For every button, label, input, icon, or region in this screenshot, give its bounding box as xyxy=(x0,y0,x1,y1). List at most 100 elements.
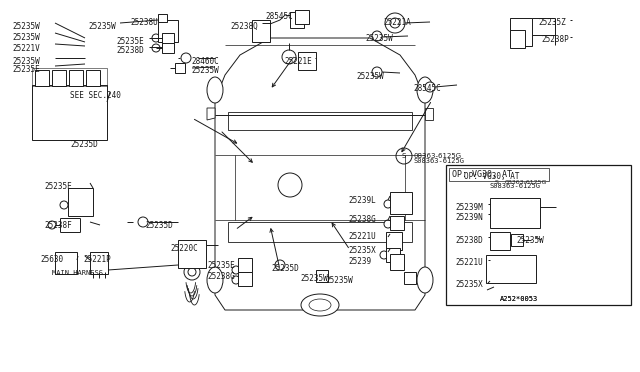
Bar xyxy=(510,30,525,48)
Bar xyxy=(386,248,400,262)
Polygon shape xyxy=(207,108,215,120)
Text: 25630: 25630 xyxy=(40,255,63,264)
Circle shape xyxy=(380,251,388,259)
Bar xyxy=(55,252,77,274)
Text: SEE SEC.240: SEE SEC.240 xyxy=(70,91,121,100)
Bar xyxy=(290,12,304,28)
Ellipse shape xyxy=(417,77,433,103)
Bar xyxy=(35,70,49,86)
Text: 25235D: 25235D xyxy=(271,264,299,273)
Text: 28545C: 28545C xyxy=(413,84,441,93)
Bar xyxy=(490,232,510,250)
Bar xyxy=(404,272,416,284)
Bar xyxy=(162,43,174,53)
Text: OP: VG30, AT: OP: VG30, AT xyxy=(452,170,512,179)
Text: 25235W: 25235W xyxy=(12,33,40,42)
Text: 25238G: 25238G xyxy=(348,215,376,224)
Polygon shape xyxy=(228,112,412,130)
Text: 25239: 25239 xyxy=(348,257,371,266)
Text: 25235W: 25235W xyxy=(516,236,544,245)
Bar xyxy=(86,70,100,86)
Bar xyxy=(390,216,404,230)
Circle shape xyxy=(384,200,392,208)
Text: 25235E: 25235E xyxy=(44,182,72,191)
Text: 25221U: 25221U xyxy=(348,232,376,241)
Text: 25235E: 25235E xyxy=(12,65,40,74)
Bar xyxy=(32,68,107,86)
Circle shape xyxy=(384,220,392,228)
Bar xyxy=(390,192,412,214)
Ellipse shape xyxy=(301,294,339,316)
Text: 25235X: 25235X xyxy=(455,280,483,289)
Circle shape xyxy=(181,53,191,63)
Circle shape xyxy=(495,282,505,292)
Bar xyxy=(238,258,252,272)
Circle shape xyxy=(184,264,200,280)
Circle shape xyxy=(278,173,302,197)
Circle shape xyxy=(188,268,196,276)
Circle shape xyxy=(372,67,382,77)
Text: 25239M: 25239M xyxy=(455,203,483,212)
Bar xyxy=(158,14,167,22)
Bar xyxy=(486,255,536,283)
Text: 25238D: 25238D xyxy=(116,46,144,55)
Bar xyxy=(178,240,206,268)
Text: 25235W: 25235W xyxy=(365,34,393,43)
Bar xyxy=(32,85,107,140)
Text: 25221E: 25221E xyxy=(284,57,312,66)
Circle shape xyxy=(540,202,550,212)
Bar xyxy=(69,70,83,86)
Bar xyxy=(511,234,523,246)
Text: S: S xyxy=(495,180,499,186)
Text: MAIN HARNESS: MAIN HARNESS xyxy=(52,270,103,276)
Bar xyxy=(90,252,108,274)
Text: 25235W: 25235W xyxy=(356,72,384,81)
Circle shape xyxy=(390,18,400,28)
Text: 25221U: 25221U xyxy=(455,258,483,267)
Text: 25238U: 25238U xyxy=(130,18,157,27)
Bar xyxy=(175,63,185,73)
Text: 25235W: 25235W xyxy=(88,22,116,31)
Circle shape xyxy=(282,50,296,64)
Bar xyxy=(490,198,540,228)
Circle shape xyxy=(425,82,435,92)
Bar xyxy=(298,52,316,70)
Circle shape xyxy=(60,201,68,209)
Text: 25238P: 25238P xyxy=(541,35,569,44)
Text: OP: VG30, AT: OP: VG30, AT xyxy=(464,172,520,181)
Text: 25221V: 25221V xyxy=(12,44,40,53)
Text: 08363-6125G: 08363-6125G xyxy=(505,180,547,186)
Bar xyxy=(162,33,174,44)
Ellipse shape xyxy=(309,299,331,311)
Circle shape xyxy=(385,13,405,33)
Polygon shape xyxy=(425,108,433,120)
Bar xyxy=(238,272,252,286)
Text: A252*0053: A252*0053 xyxy=(500,296,538,302)
Circle shape xyxy=(232,276,240,284)
Text: 25235X: 25235X xyxy=(348,246,376,255)
Text: 25235Z: 25235Z xyxy=(538,18,566,27)
Text: 25235D: 25235D xyxy=(145,221,173,230)
Ellipse shape xyxy=(207,77,223,103)
Text: 25238D: 25238D xyxy=(455,236,483,245)
Bar xyxy=(52,70,66,86)
Circle shape xyxy=(522,235,532,245)
Text: 25238Q: 25238Q xyxy=(230,22,258,31)
Bar xyxy=(386,232,402,250)
Ellipse shape xyxy=(207,267,223,293)
Circle shape xyxy=(490,176,504,190)
Text: 25221P: 25221P xyxy=(83,255,111,264)
Text: S08363-6125G: S08363-6125G xyxy=(413,158,464,164)
Polygon shape xyxy=(215,38,425,310)
Bar xyxy=(158,20,178,42)
Bar xyxy=(446,165,631,305)
Circle shape xyxy=(152,34,160,42)
Circle shape xyxy=(232,266,240,274)
Polygon shape xyxy=(228,222,412,242)
Text: A252*0053: A252*0053 xyxy=(500,296,538,302)
Text: S: S xyxy=(402,153,406,159)
Text: 25238F: 25238F xyxy=(44,221,72,230)
Bar xyxy=(316,270,328,282)
Text: 25235E: 25235E xyxy=(207,261,235,270)
Circle shape xyxy=(275,260,285,270)
